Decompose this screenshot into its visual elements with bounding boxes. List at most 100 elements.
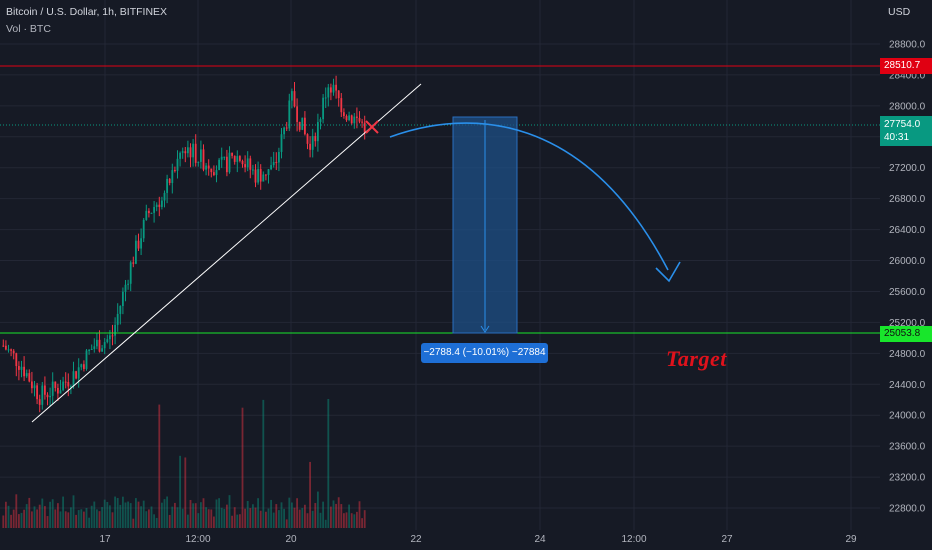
candle-body bbox=[119, 306, 122, 314]
price-axis-labels: 28800.028400.028000.027600.027200.026800… bbox=[889, 40, 926, 515]
candle-body bbox=[10, 349, 13, 351]
candle-body bbox=[355, 116, 358, 118]
volume-bar bbox=[236, 514, 239, 528]
volume-bar bbox=[254, 507, 257, 528]
volume-bar bbox=[166, 496, 169, 528]
volume-bar bbox=[134, 498, 137, 528]
candle-body bbox=[95, 339, 98, 347]
volume-bar bbox=[288, 497, 291, 528]
candle-body bbox=[361, 121, 364, 123]
candle-body bbox=[54, 381, 57, 388]
candle-body bbox=[194, 143, 197, 163]
candle-body bbox=[137, 240, 140, 249]
candle-body bbox=[303, 117, 306, 135]
time-tick-label: 29 bbox=[845, 534, 857, 545]
candle-body bbox=[93, 346, 96, 349]
volume-bar bbox=[306, 513, 309, 528]
volume-bar bbox=[171, 506, 174, 528]
volume-bar bbox=[20, 512, 23, 528]
volume-bar bbox=[322, 501, 325, 528]
volume-bar bbox=[28, 497, 31, 528]
volume-bar bbox=[12, 509, 15, 528]
volume-bar bbox=[116, 497, 119, 528]
candle-body bbox=[231, 152, 234, 156]
candle-body bbox=[75, 371, 78, 379]
candle-body bbox=[272, 162, 275, 166]
candle-body bbox=[249, 158, 252, 170]
volume-bar bbox=[7, 505, 10, 528]
volume-bar bbox=[316, 491, 319, 528]
volume-bar bbox=[158, 404, 161, 528]
candle-body bbox=[322, 97, 325, 120]
volume-bar bbox=[25, 504, 28, 528]
volume-bar bbox=[111, 512, 114, 528]
candle-body bbox=[85, 350, 88, 369]
target-annotation[interactable]: Target bbox=[666, 346, 727, 371]
volume-bar bbox=[218, 498, 221, 528]
volume-bar bbox=[88, 517, 91, 528]
candle-body bbox=[25, 373, 28, 377]
volume-bar bbox=[179, 455, 182, 528]
resistance-price-tag: 28510.7 bbox=[880, 58, 932, 74]
candle-body bbox=[30, 381, 33, 389]
volume-bar bbox=[285, 519, 288, 528]
volume-bar bbox=[223, 508, 226, 528]
volume-bar bbox=[124, 502, 127, 528]
candle-body bbox=[127, 283, 130, 285]
volume-bar bbox=[82, 511, 85, 528]
forecast-arrowhead-icon bbox=[655, 261, 681, 283]
candle-body bbox=[132, 262, 135, 264]
volume-bar bbox=[127, 501, 130, 528]
volume-bar bbox=[283, 508, 286, 528]
volume-bar bbox=[244, 508, 247, 528]
candle-body bbox=[244, 164, 247, 168]
volume-bar bbox=[142, 500, 145, 528]
volume-bar bbox=[319, 512, 322, 528]
volume-bar bbox=[270, 499, 273, 528]
candle-body bbox=[225, 156, 228, 173]
volume-bars bbox=[2, 398, 366, 528]
trendline[interactable] bbox=[31, 83, 422, 423]
volume-bar bbox=[345, 512, 348, 528]
volume-bar bbox=[233, 507, 236, 528]
price-tick-label: 26400.0 bbox=[889, 225, 926, 236]
candle-body bbox=[145, 210, 148, 220]
chart-grid bbox=[0, 0, 880, 530]
volume-bar bbox=[77, 510, 80, 528]
candle-body bbox=[98, 339, 101, 352]
volume-bar bbox=[361, 518, 364, 528]
volume-bar bbox=[62, 496, 65, 528]
volume-bar bbox=[90, 505, 93, 528]
measure-label: −2788.4 (−10.01%) −27884 bbox=[421, 343, 548, 363]
candle-body bbox=[12, 350, 15, 354]
volume-legend: Vol · BTC bbox=[6, 23, 51, 35]
candle-body bbox=[332, 84, 335, 93]
candle-body bbox=[288, 100, 291, 129]
currency-label[interactable]: USD bbox=[888, 6, 911, 18]
candle-body bbox=[220, 156, 223, 160]
breakout-cross-icon bbox=[365, 120, 379, 134]
volume-bar bbox=[101, 507, 104, 528]
price-tick-label: 26000.0 bbox=[889, 256, 926, 267]
forecast-curve[interactable] bbox=[389, 122, 669, 271]
time-tick-label: 17 bbox=[99, 534, 111, 545]
time-tick-label: 24 bbox=[534, 534, 546, 545]
volume-bar bbox=[176, 507, 179, 528]
volume-bar bbox=[147, 509, 150, 528]
volume-bar bbox=[309, 461, 312, 528]
candle-body bbox=[207, 165, 210, 169]
volume-bar bbox=[290, 502, 293, 528]
candle-body bbox=[176, 158, 179, 171]
volume-bar bbox=[145, 511, 148, 528]
candle-body bbox=[228, 152, 231, 173]
volume-bar bbox=[56, 503, 59, 528]
candle-body bbox=[293, 91, 296, 107]
volume-bar bbox=[46, 516, 49, 528]
candle-body bbox=[270, 165, 273, 170]
volume-bar bbox=[335, 503, 338, 528]
candle-body bbox=[72, 371, 75, 387]
price-tick-label: 28000.0 bbox=[889, 101, 926, 112]
candle-body bbox=[111, 335, 114, 337]
volume-bar bbox=[202, 498, 205, 528]
